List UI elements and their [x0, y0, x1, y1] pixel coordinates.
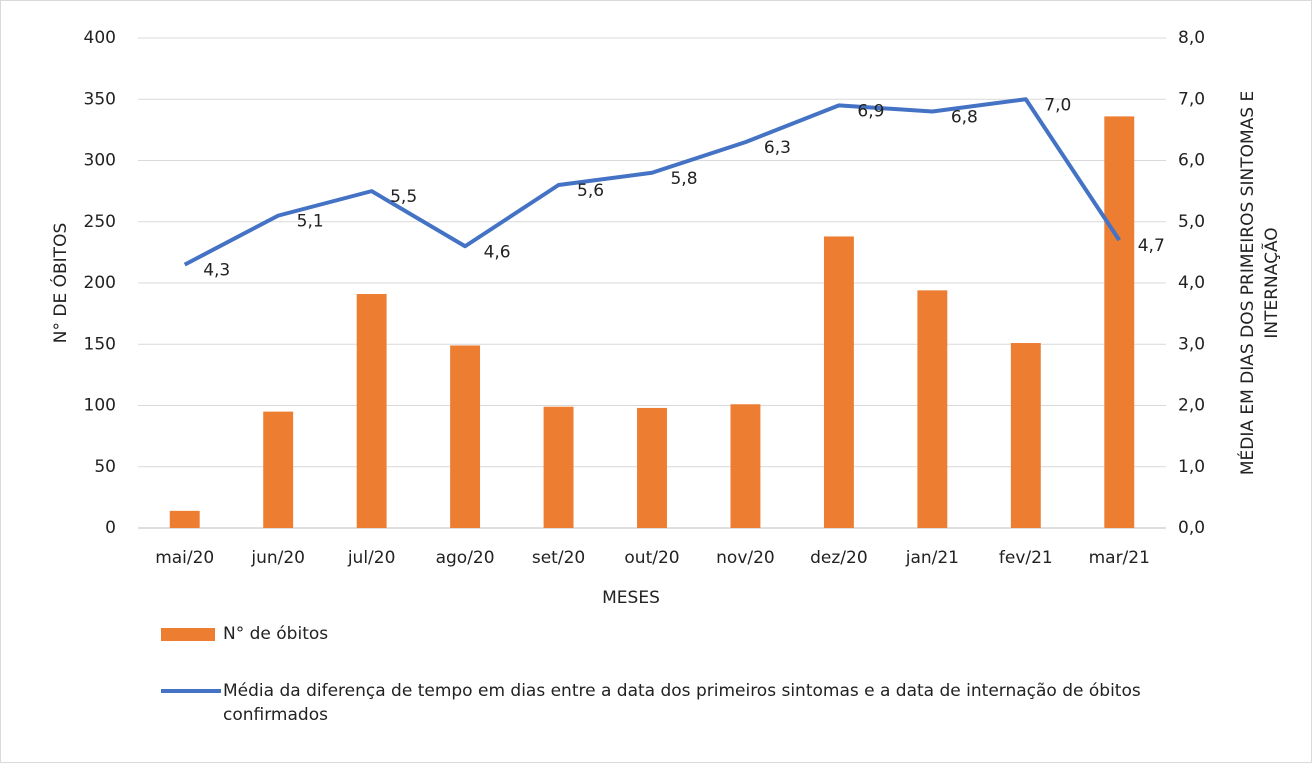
data-label: 6,9	[857, 101, 884, 121]
x-tick-label: set/20	[532, 548, 585, 568]
x-tick-label: fev/21	[999, 548, 1053, 568]
legend-item: N° de óbitos	[223, 624, 329, 644]
line	[183, 97, 1121, 267]
x-tick-label: jun/20	[250, 548, 305, 568]
x-tick-label: nov/20	[716, 548, 775, 568]
data-label: 5,5	[390, 187, 417, 207]
bar	[169, 510, 200, 528]
y2-tick-label: 7,0	[1178, 89, 1205, 109]
data-label: 5,6	[577, 181, 604, 201]
y2-tick-label: 3,0	[1178, 334, 1205, 354]
bar	[356, 294, 387, 528]
data-label: 6,3	[764, 138, 791, 158]
x-tick-label: out/20	[624, 548, 679, 568]
y-tick-label: 50	[94, 457, 116, 477]
x-axis-label: MESES	[602, 588, 660, 608]
y-tick-label: 350	[84, 89, 116, 109]
data-label: 4,3	[203, 261, 230, 281]
y2-axis-label: MÉDIA EM DIAS DOS PRIMEIROS SINTOMAS E	[1236, 91, 1258, 475]
y-tick-label: 300	[84, 151, 116, 171]
y-tick-label: 400	[84, 28, 116, 48]
legend-swatch	[161, 628, 215, 641]
x-tick-label: ago/20	[436, 548, 495, 568]
y-tick-label: 200	[84, 273, 116, 293]
bar	[543, 406, 574, 528]
y2-tick-label: 2,0	[1178, 396, 1205, 416]
y-tick-label: 100	[84, 396, 116, 416]
y2-axis-label: INTERNAÇÃO	[1260, 227, 1282, 338]
data-label: 6,8	[951, 108, 978, 128]
y-tick-label: 250	[84, 212, 116, 232]
bar	[637, 407, 667, 528]
x-tick-label: dez/20	[810, 548, 868, 568]
bar	[450, 345, 481, 528]
y2-tick-label: 6,0	[1178, 151, 1205, 171]
data-label: 5,8	[670, 169, 697, 189]
data-label: 7,0	[1044, 95, 1071, 115]
bar	[823, 236, 854, 528]
legend-item: Média da diferença de tempo em dias entr…	[223, 681, 1141, 725]
x-tick-label: jan/21	[905, 548, 959, 568]
y2-tick-label: 4,0	[1178, 273, 1205, 293]
data-label: 4,6	[484, 242, 511, 262]
x-tick-label: mai/20	[155, 548, 214, 568]
x-tick-label: jul/20	[347, 548, 396, 568]
y-tick-label: 150	[84, 334, 116, 354]
bar	[1104, 116, 1135, 529]
bar	[1010, 343, 1041, 528]
y2-tick-label: 8,0	[1178, 28, 1205, 48]
bar	[917, 290, 948, 528]
data-label: 5,1	[297, 212, 324, 232]
y-axis-label: N° DE ÓBITOS	[49, 223, 71, 343]
x-tick-label: mar/21	[1089, 548, 1150, 568]
bar	[730, 404, 761, 528]
bar	[263, 411, 294, 528]
y2-tick-label: 1,0	[1178, 457, 1205, 477]
y2-tick-label: 0,0	[1178, 518, 1205, 538]
y2-tick-label: 5,0	[1178, 212, 1205, 232]
y-tick-label: 0	[105, 518, 116, 538]
data-label: 4,7	[1138, 236, 1165, 256]
